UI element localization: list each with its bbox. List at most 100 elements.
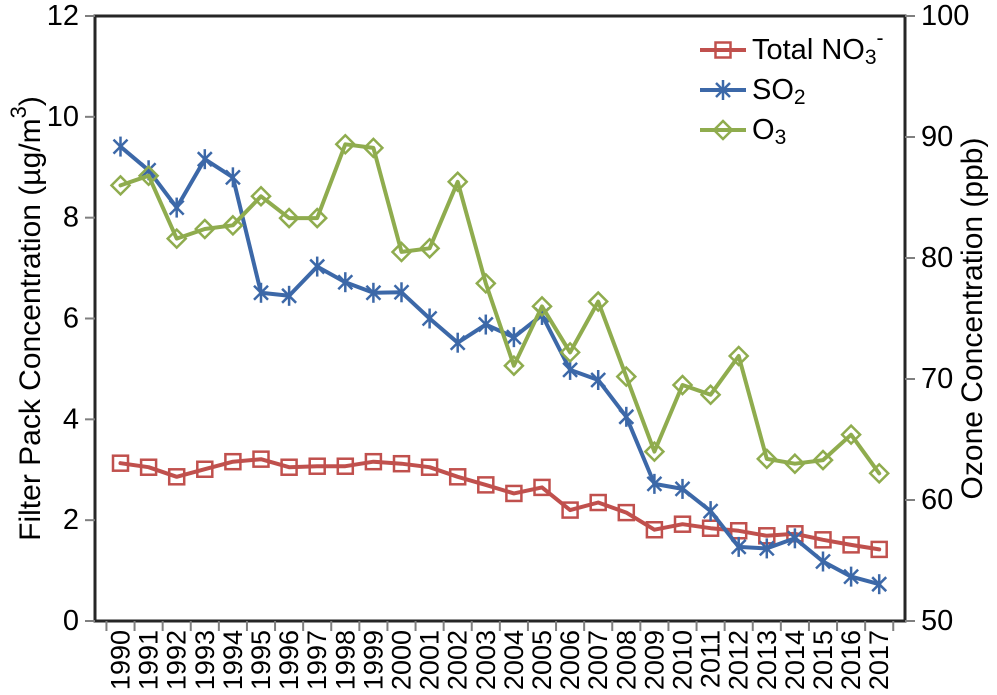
series-line [118,457,882,552]
left-axis-tick-label: 6 [63,303,79,335]
asterisk-marker [590,372,607,388]
asterisk-marker [196,151,213,168]
asterisk-marker [787,530,803,547]
square-marker [589,493,607,512]
legend-label: Total NO3- [752,27,884,69]
diamond-marker [306,207,328,229]
right-axis-tick-label: 90 [921,121,953,153]
square-marker [308,457,326,475]
square-marker [673,515,692,533]
diamond-marker [643,440,666,463]
left-axis-tick-label: 12 [47,0,79,32]
x-axis-year-label: 2012 [724,630,754,690]
right-axis-title: Ozone Concentration (ppb) [956,138,989,500]
diamond-marker [109,174,132,197]
square-marker [477,476,495,494]
asterisk-marker [758,540,775,557]
legend-item-o3: O3 [700,114,786,149]
x-axis-year-label: 2016 [836,630,866,690]
left-axis: 0 2 4 6 8 10 12 Filter Pack Concentration (µg/m… [6,0,95,637]
x-axis-year-label: 2004 [499,630,529,690]
legend-label: SO2 [752,74,806,109]
square-marker [448,468,467,486]
x-axis-year-label: 2002 [443,630,473,690]
asterisk-marker [618,408,635,425]
x-axis-year-label: 2000 [387,630,417,690]
square-marker [420,458,439,476]
x-axis-year-label: 2011 [696,630,726,688]
x-axis-year-label: 1994 [218,630,248,690]
diamond-marker [222,214,244,237]
left-axis-tick-label: 10 [47,101,79,133]
asterisk-marker [815,553,831,570]
square-marker [392,454,411,473]
x-axis-year-label: 1991 [134,630,164,690]
x-axis-year-label: 2005 [527,630,557,690]
square-marker [505,484,523,503]
left-axis-tick-label: 4 [63,403,79,435]
asterisk-marker [309,258,326,275]
x-axis-year-label: 2001 [415,630,445,690]
chart-legend: Total NO3- SO2 O3 [700,27,884,149]
x-axis-year-label: 2010 [668,630,698,690]
diamond-marker [868,462,890,485]
diamond-marker [137,164,160,187]
asterisk-marker [281,287,297,304]
asterisk-marker [646,475,663,492]
left-axis-tick-label: 0 [63,605,79,637]
asterisk-marker [702,503,719,519]
diamond-marker [531,295,553,318]
asterisk-marker [506,329,522,346]
square-marker [280,458,298,476]
right-axis-tick-label: 100 [921,0,969,32]
x-axis-year-label: 1992 [162,630,192,690]
diamond-marker [615,365,638,388]
square-marker [714,41,732,59]
square-marker [196,460,214,478]
square-marker [870,540,888,559]
diamond-marker [712,119,734,141]
square-marker [224,452,242,471]
x-axis-year-label: 1999 [358,630,388,690]
square-marker [111,454,130,472]
left-axis-title: Filter Pack Concentration (µg/m3) [6,96,47,541]
diamond-marker [559,341,581,364]
square-marker [561,501,579,519]
asterisk-marker [730,539,747,555]
square-marker [814,531,832,549]
left-axis-tick-label: 2 [63,504,79,536]
x-axis-year-label: 2007 [583,630,613,690]
plot-area-border [93,14,907,623]
x-axis-year-label: 1990 [106,630,136,690]
series-o3 [109,133,890,485]
x-axis-year-label: 1996 [274,630,304,690]
diamond-marker [671,374,694,396]
asterisk-marker [715,82,731,98]
legend-label: O3 [752,114,786,149]
diamond-marker [503,354,525,377]
square-marker [167,468,186,486]
legend-item-total-no3-: Total NO3- [700,27,884,69]
diamond-marker [812,449,834,471]
asterisk-marker [449,334,466,351]
x-axis-year-label: 2003 [471,630,501,690]
asterisk-marker [337,274,354,291]
asterisk-marker [393,284,410,301]
right-axis: 50 60 70 80 90 100 Ozone Concentration (ppb) [905,0,989,637]
asterisk-marker [112,138,129,155]
x-axis-year-label: 1993 [190,630,220,690]
diamond-marker [475,272,497,295]
x-axis-year-label: 2008 [611,630,641,690]
diamond-marker [362,137,385,159]
left-axis-tick-label: 8 [63,202,79,234]
plot-frame [93,14,907,623]
asterisk-marker [674,481,691,497]
asterisk-marker [225,169,241,186]
square-marker [645,520,664,539]
square-marker [336,457,355,475]
x-axis-year-label: 2009 [639,630,669,690]
x-axis-year-label: 2013 [752,630,782,690]
series-so2 [112,136,888,595]
